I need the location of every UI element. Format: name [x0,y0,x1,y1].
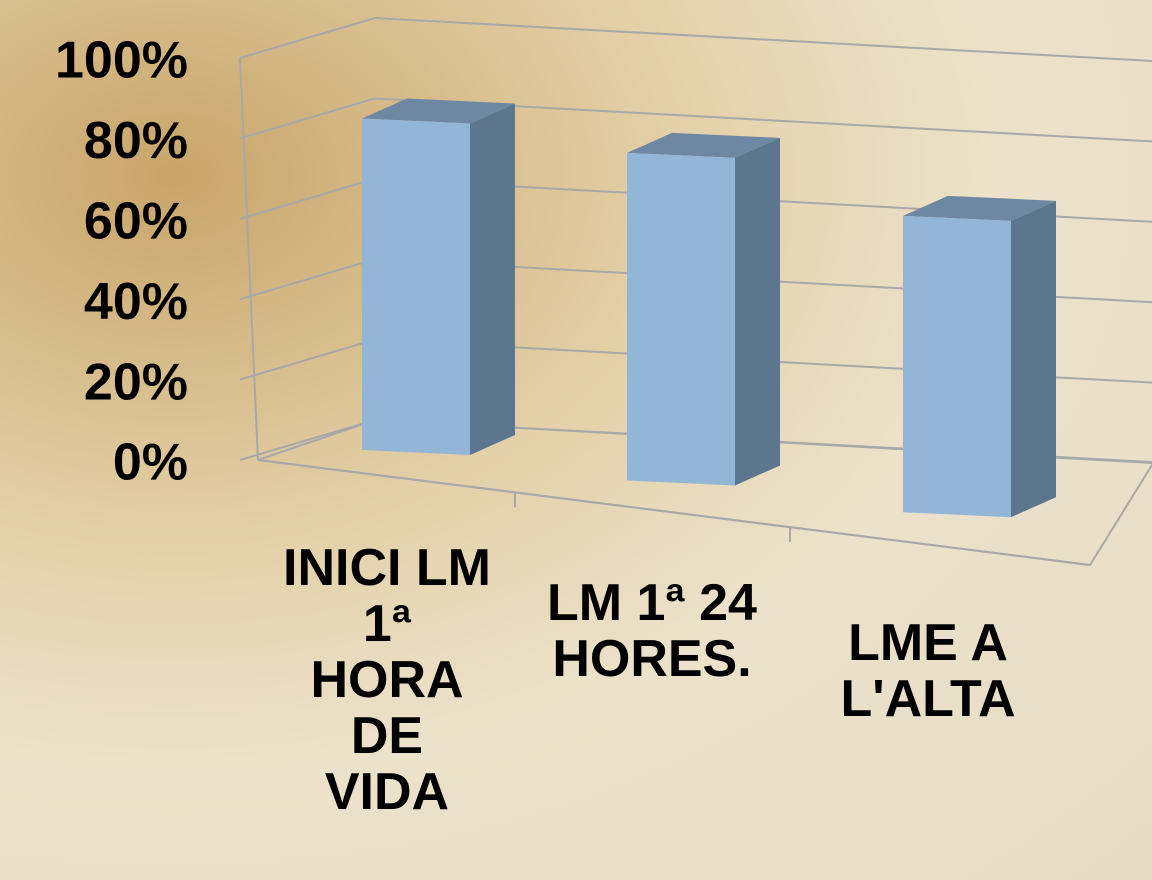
bar [362,118,470,455]
bar-top [362,98,515,124]
x-tick-label: LM 1ª 24 HORES. [547,574,757,688]
y-tick-label: 60% [84,193,188,251]
bar-top [903,195,1056,221]
y-tick-label: 40% [84,273,188,331]
y-tick-label: 80% [84,112,188,170]
x-tick-label: INICI LM 1ª HORA DE VIDA [283,539,491,821]
bar [627,152,735,486]
y-tick-label: 20% [84,353,188,411]
bar [903,215,1011,518]
x-axis [257,459,1091,566]
x-tick-label: LME A L'ALTA [840,614,1016,728]
grid-line [239,97,1152,143]
y-tick-label: 100% [55,32,188,90]
y-tick-label: 0% [113,434,188,492]
bar-side [735,137,780,486]
bar-top [627,132,780,158]
bar-side [1011,200,1056,518]
bar-side [470,103,515,455]
y-axis [239,57,259,461]
grid-line [239,16,1152,62]
